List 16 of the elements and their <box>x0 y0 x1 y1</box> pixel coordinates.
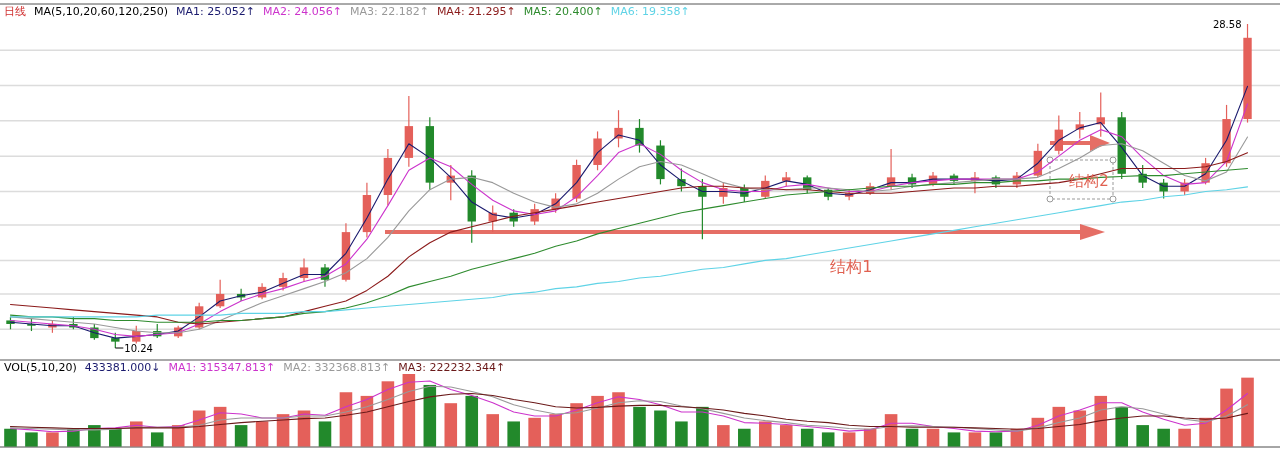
text: MA5: 20.400↑ <box>523 5 603 18</box>
text: MA3: 22.182↑ <box>349 5 429 18</box>
text: MA2: 332368.813↑ <box>283 361 391 374</box>
annotation: 10.24 <box>124 343 153 354</box>
text: MA2: 24.056↑ <box>263 5 342 18</box>
chart-title: 日线 <box>4 5 26 18</box>
chart-subtitle: MA(5,10,20,60,120,250) <box>34 5 169 18</box>
annotation: 433381.000↓ <box>84 361 161 374</box>
annotation: 28.58 <box>1212 19 1242 30</box>
text: MA1: 25.052↑ <box>176 5 255 18</box>
text: MA4: 21.295↑ <box>436 5 516 18</box>
text: MA1: 315347.813↑ <box>168 361 276 374</box>
chart-title: VOL(5,10,20) <box>4 361 77 374</box>
annotation: 结构1 <box>830 257 873 276</box>
text: MA6: 19.358↑ <box>610 5 690 18</box>
text: MA3: 222232.344↑ <box>398 361 506 374</box>
